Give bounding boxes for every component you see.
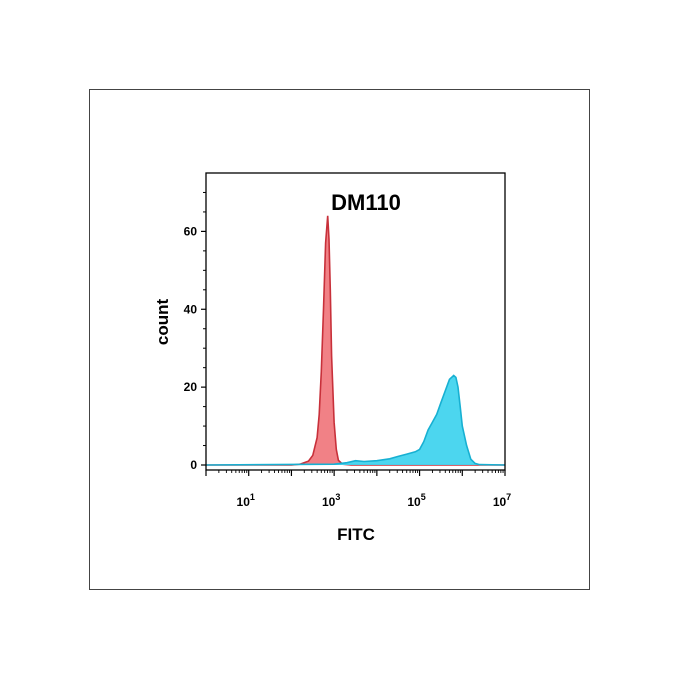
y-tick-label: 40: [184, 302, 198, 316]
x-tick-label: 105: [407, 492, 425, 509]
x-axis-title: FITC: [337, 525, 375, 544]
y-ticks: 0 20 40 60: [184, 191, 206, 472]
x-tick-label: 101: [237, 492, 255, 509]
plot-area-border: [205, 172, 506, 471]
chart-frame: 0 20 40 60 101 103 105 107 DM110 FITC count: [89, 89, 590, 590]
series-2-line: [205, 374, 506, 466]
histogram-chart: 0 20 40 60 101 103 105 107 DM110 FITC count: [153, 172, 511, 544]
series-layer: [205, 215, 506, 466]
chart-title: DM110: [331, 190, 401, 215]
y-tick-label: 0: [190, 458, 197, 472]
y-tick-label: 60: [184, 224, 198, 238]
y-tick-label: 20: [184, 380, 198, 394]
series-2-area: [206, 375, 505, 465]
axes-layer: [205, 172, 506, 471]
x-ticks: 101 103 105 107: [205, 470, 511, 509]
y-axis-title: count: [153, 299, 172, 346]
x-tick-label: 103: [322, 492, 340, 509]
series-1-line: [206, 215, 505, 466]
x-tick-label: 107: [493, 492, 511, 509]
